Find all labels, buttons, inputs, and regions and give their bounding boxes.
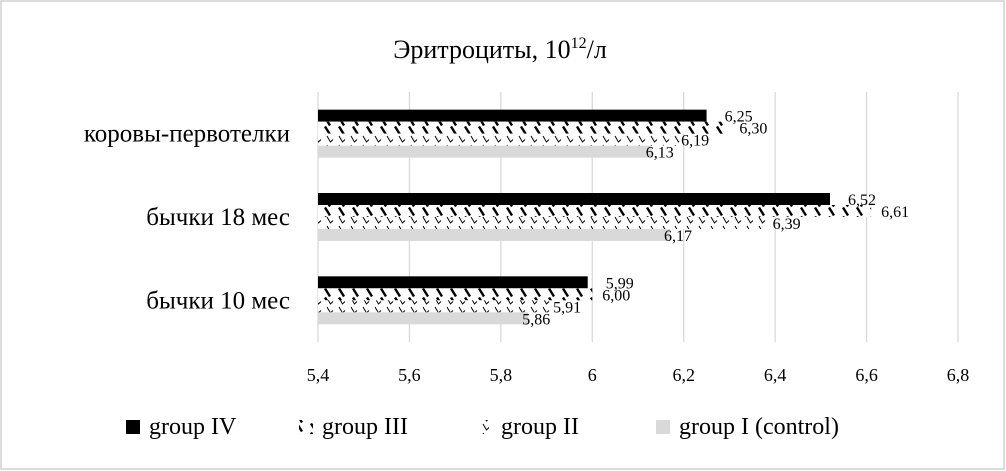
data-label: 6,52 bbox=[848, 192, 876, 209]
bars bbox=[318, 109, 872, 325]
legend: group IV group III group II group I (contro… bbox=[126, 414, 839, 440]
legend-swatch bbox=[656, 420, 670, 434]
bar bbox=[318, 300, 552, 313]
category-labels: бычки 10 мес бычки 18 мес коровы-первотелк… bbox=[84, 121, 290, 315]
data-label: 6,25 bbox=[725, 109, 753, 126]
data-label: 6,17 bbox=[664, 228, 692, 245]
legend-label: group IV bbox=[149, 414, 237, 440]
data-label: 6,61 bbox=[881, 204, 909, 221]
x-tick-label: 6 bbox=[588, 365, 597, 385]
data-label: 5,86 bbox=[522, 311, 550, 328]
data-labels: 5,996,00 5,915,86 6,52 6,61 6,39 6,17 6,256,30… bbox=[522, 109, 909, 329]
data-label: 6,13 bbox=[646, 145, 674, 162]
data-label: 6,00 bbox=[602, 287, 630, 304]
legend-swatch bbox=[478, 420, 492, 434]
bar bbox=[318, 145, 652, 158]
legend-label: group II bbox=[501, 414, 579, 440]
category-label: бычки 10 мес bbox=[146, 287, 290, 314]
data-label: 6,30 bbox=[739, 121, 767, 138]
x-tick-label: 6,2 bbox=[672, 365, 695, 385]
x-tick-label: 5,8 bbox=[490, 365, 513, 385]
x-tick-label: 6,6 bbox=[855, 365, 878, 385]
bar bbox=[318, 229, 670, 241]
data-label: 5,99 bbox=[606, 275, 634, 292]
bar bbox=[318, 109, 707, 122]
legend-label: group III bbox=[322, 414, 408, 440]
legend-label: group I (control) bbox=[679, 414, 839, 440]
data-label: 5,91 bbox=[553, 299, 581, 316]
chart-title: Эритроциты, 1012/л bbox=[393, 35, 607, 64]
bar bbox=[318, 217, 771, 229]
bar bbox=[318, 193, 830, 205]
x-tick-labels: 5,4 5,6 5,8 6 6,2 6,4 6,6 6,8 bbox=[307, 365, 970, 385]
data-label: 6,19 bbox=[681, 133, 709, 150]
bar bbox=[318, 312, 529, 325]
x-tick-label: 5,6 bbox=[398, 365, 421, 385]
bar bbox=[318, 133, 680, 146]
category-label: бычки 18 мес bbox=[146, 204, 290, 231]
legend-swatch bbox=[299, 420, 313, 434]
x-tick-label: 6,4 bbox=[764, 365, 787, 385]
bar bbox=[318, 205, 872, 217]
bar bbox=[318, 288, 593, 301]
legend-swatch bbox=[126, 420, 140, 434]
x-tick-label: 5,4 bbox=[307, 365, 330, 385]
bar bbox=[318, 121, 730, 134]
category-label: коровы-первотелки bbox=[84, 121, 290, 148]
data-label: 6,39 bbox=[773, 216, 801, 233]
bar bbox=[318, 276, 588, 289]
x-tick-label: 6,8 bbox=[947, 365, 970, 385]
